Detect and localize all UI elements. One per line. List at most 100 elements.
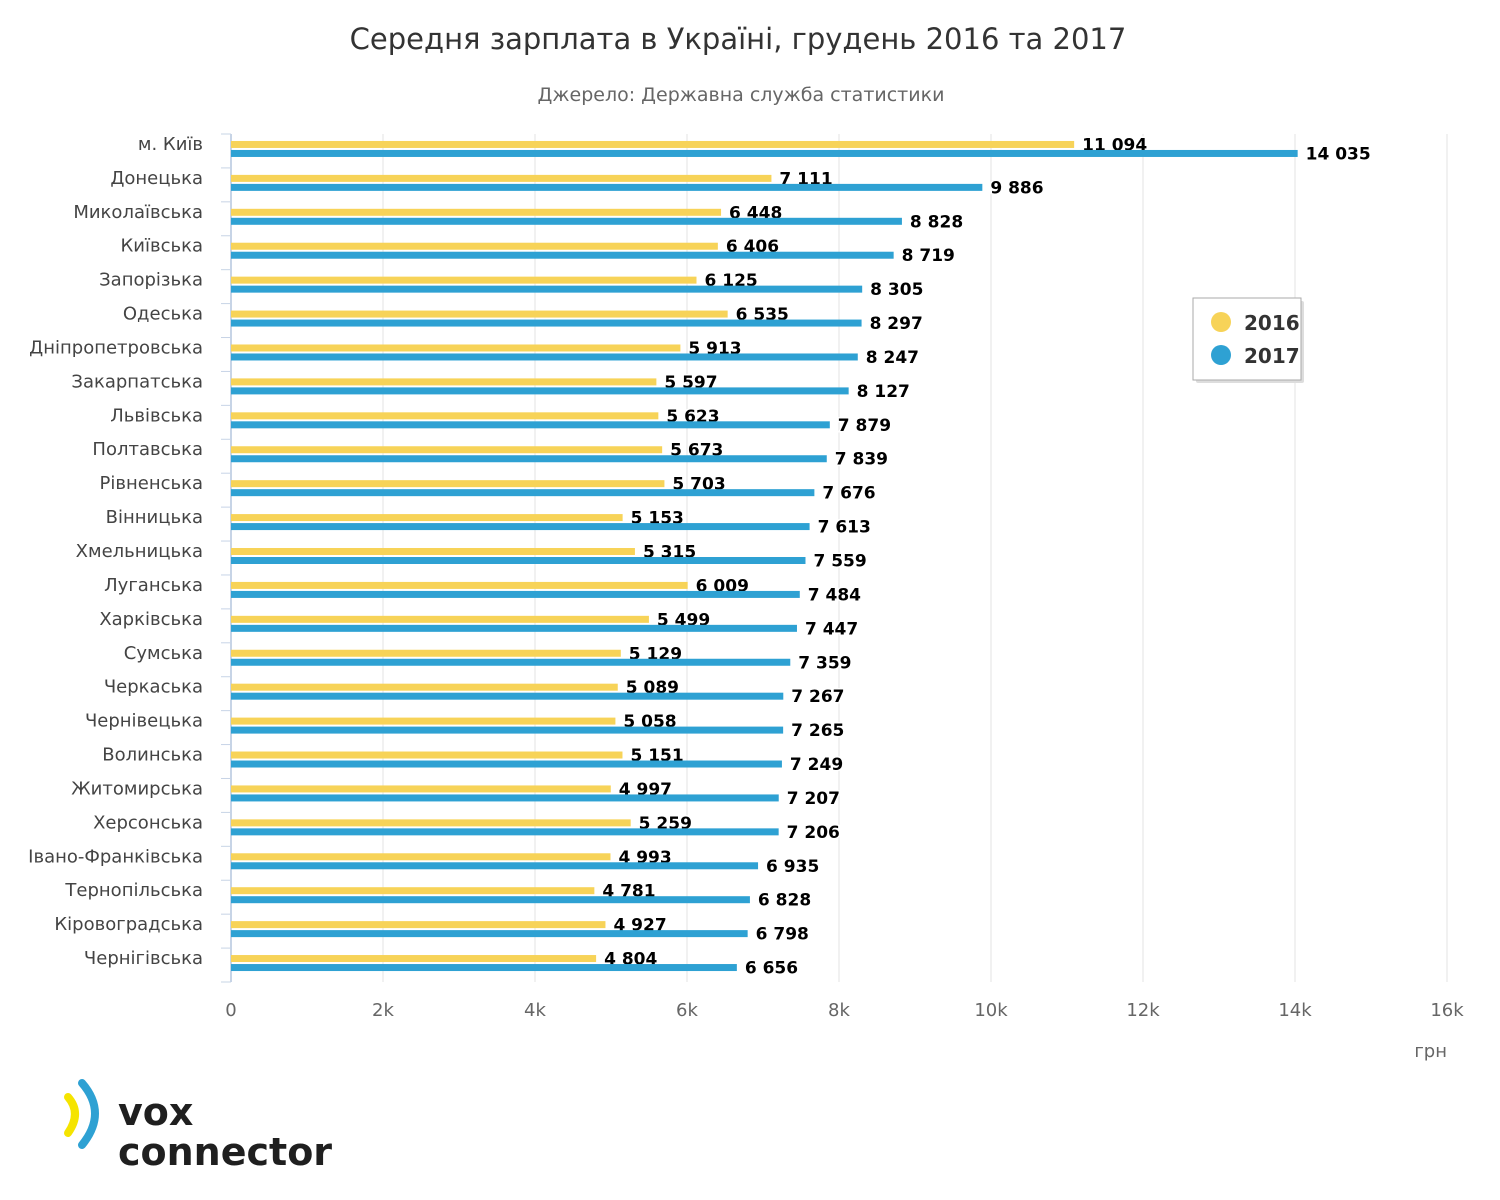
category-label: Чернівецька bbox=[85, 711, 203, 732]
bar-2017 bbox=[231, 285, 863, 293]
bar-2017 bbox=[231, 692, 784, 700]
data-label-2017: 6 935 bbox=[766, 857, 819, 877]
bar-2016 bbox=[231, 140, 1075, 148]
chart-subtitle: Джерело: Державна служба статистики bbox=[537, 84, 945, 106]
bar-2016 bbox=[231, 208, 722, 216]
bar-2017 bbox=[231, 251, 894, 259]
legend-box bbox=[1192, 297, 1302, 381]
bar-2016 bbox=[231, 683, 618, 691]
category-label: Київська bbox=[121, 236, 204, 257]
logo-text-vox: vox bbox=[118, 1090, 194, 1134]
bar-2016 bbox=[231, 174, 772, 182]
category-label: Запорізька bbox=[99, 270, 203, 291]
legend-marker-2017 bbox=[1211, 345, 1231, 365]
data-label-2017: 14 035 bbox=[1306, 144, 1371, 164]
x-tick-label: 14k bbox=[1278, 1000, 1312, 1021]
data-label-2017: 7 359 bbox=[798, 653, 851, 673]
category-label: Одеська bbox=[123, 304, 203, 325]
logo-yellow-arc bbox=[64, 1093, 79, 1137]
bar-2016 bbox=[231, 853, 611, 861]
bar-2016 bbox=[231, 344, 681, 352]
category-label: Кіровоградська bbox=[54, 914, 203, 935]
bar-2017 bbox=[231, 828, 779, 836]
bar-2016 bbox=[231, 514, 623, 522]
legend-label-2017: 2017 bbox=[1244, 344, 1300, 368]
bar-2017 bbox=[231, 455, 827, 463]
bar-2017 bbox=[231, 421, 830, 429]
data-label-2017: 8 297 bbox=[870, 314, 923, 334]
data-label-2017: 7 447 bbox=[805, 619, 858, 639]
x-tick-label: 6k bbox=[676, 1000, 698, 1021]
data-label-2017: 8 305 bbox=[870, 280, 923, 300]
bar-2016 bbox=[231, 378, 657, 386]
logo-mark-icon bbox=[64, 1079, 99, 1149]
bar-2017 bbox=[231, 794, 779, 802]
category-label: Тернопільська bbox=[64, 880, 203, 901]
bar-2016 bbox=[231, 581, 688, 589]
category-label: Чернігівська bbox=[84, 948, 203, 969]
data-label-2017: 8 127 bbox=[857, 382, 910, 402]
category-label: Дніпропетровська bbox=[29, 337, 203, 358]
data-label-2017: 7 484 bbox=[808, 585, 861, 605]
x-tick-label: 12k bbox=[1126, 1000, 1160, 1021]
data-label-2017: 7 206 bbox=[787, 823, 840, 843]
bar-2016 bbox=[231, 276, 697, 284]
category-label: м. Київ bbox=[138, 134, 203, 155]
data-label-2017: 7 559 bbox=[813, 552, 866, 572]
bar-2017 bbox=[231, 930, 748, 938]
bar-2017 bbox=[231, 387, 849, 395]
x-tick-label: 0 bbox=[225, 1000, 236, 1021]
bar-2017 bbox=[231, 896, 750, 904]
bar-2017 bbox=[231, 624, 797, 632]
bar-2016 bbox=[231, 548, 635, 555]
category-label: Житомирська bbox=[71, 778, 203, 799]
bar-2017 bbox=[231, 557, 806, 564]
bar-2017 bbox=[231, 489, 815, 497]
bar-2016 bbox=[231, 921, 606, 929]
x-tick-label: 16k bbox=[1430, 1000, 1464, 1021]
bar-2017 bbox=[231, 319, 862, 327]
x-tick-label: 4k bbox=[524, 1000, 546, 1021]
bar-2017 bbox=[231, 726, 784, 734]
bar-2017 bbox=[231, 523, 810, 531]
bar-2017 bbox=[231, 658, 791, 666]
category-label: Вінницька bbox=[106, 507, 203, 528]
bar-2017 bbox=[231, 149, 1298, 157]
data-label-2017: 8 247 bbox=[866, 348, 919, 368]
data-label-2017: 7 879 bbox=[838, 416, 891, 436]
x-tick-label: 8k bbox=[828, 1000, 850, 1021]
bar-2017 bbox=[231, 590, 800, 598]
category-label: Сумська bbox=[124, 643, 203, 664]
bar-2016 bbox=[231, 717, 616, 725]
bar-2017 bbox=[231, 862, 759, 870]
bar-2016 bbox=[231, 819, 631, 827]
category-label: Хмельницька bbox=[76, 541, 203, 562]
data-label-2017: 7 265 bbox=[791, 721, 844, 741]
bar-2016 bbox=[231, 955, 597, 963]
bar-2017 bbox=[231, 760, 782, 768]
bar-2016 bbox=[231, 785, 611, 793]
bar-2016 bbox=[231, 615, 649, 623]
bar-2016 bbox=[231, 480, 665, 488]
data-label-2017: 8 719 bbox=[902, 246, 955, 266]
data-label-2017: 6 798 bbox=[756, 925, 809, 945]
chart-title: Середня зарплата в Україні, грудень 2016… bbox=[349, 22, 1127, 56]
category-label: Львівська bbox=[110, 405, 203, 426]
data-label-2017: 7 676 bbox=[822, 484, 875, 504]
data-label-2017: 7 613 bbox=[818, 518, 871, 538]
category-label: Харківська bbox=[99, 609, 203, 630]
data-label-2017: 7 207 bbox=[787, 789, 840, 809]
data-label-2017: 6 656 bbox=[745, 959, 798, 979]
data-label-2017: 8 828 bbox=[910, 212, 963, 232]
bar-2017 bbox=[231, 217, 902, 225]
legend-marker-2016 bbox=[1211, 312, 1231, 332]
data-label-2017: 7 839 bbox=[835, 450, 888, 470]
bar-2016 bbox=[231, 412, 659, 420]
bar-2016 bbox=[231, 887, 595, 895]
category-label: Донецька bbox=[110, 168, 203, 189]
category-label: Рівненська bbox=[100, 473, 203, 494]
category-label: Волинська bbox=[102, 745, 203, 766]
category-label: Луганська bbox=[104, 575, 203, 596]
x-tick-label: 10k bbox=[974, 1000, 1008, 1021]
